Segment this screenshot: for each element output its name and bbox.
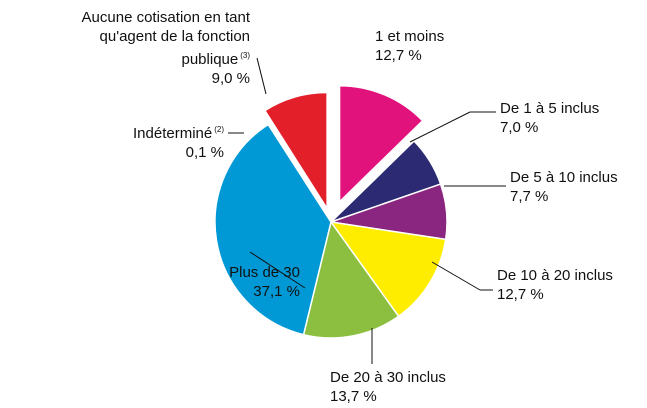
category-name: De 1 à 5 inclus	[500, 100, 600, 117]
category-name: De 10 à 20 inclus	[497, 267, 613, 284]
pie-slice	[267, 123, 332, 223]
slice-label: Aucune cotisation en tant qu'agent de la…	[50, 8, 250, 88]
slice-label: 1 et moins 12,7 %	[375, 27, 575, 65]
slice-label: De 1 à 5 inclus 7,0 %	[500, 99, 647, 137]
value-label: 12,7 %	[497, 286, 544, 303]
footnote-mark: (3)	[240, 51, 250, 60]
slice-label: Plus de 30 37,1 %	[100, 263, 300, 301]
category-name: 1 et moins	[375, 28, 445, 45]
category-name: De 5 à 10 inclus	[510, 169, 618, 186]
leader-line	[409, 111, 471, 143]
slice-label: De 10 à 20 inclus 12,7 %	[497, 266, 647, 304]
slice-label: De 5 à 10 inclus 7,7 %	[510, 168, 647, 206]
value-label: 7,0 %	[500, 119, 539, 136]
pie-slice	[338, 84, 424, 204]
value-label: 37,1 %	[253, 283, 300, 300]
value-label: 13,7 %	[330, 388, 377, 405]
leader-line	[249, 251, 306, 289]
slice-label: Indéterminé (2) 0,1 %	[24, 120, 224, 162]
category-name: Indéterminé	[133, 125, 213, 142]
value-label: 9,0 %	[211, 70, 250, 87]
slice-label: De 20 à 30 inclus 13,7 %	[330, 368, 530, 406]
leader-line	[256, 57, 267, 95]
value-label: 0,1 %	[185, 144, 224, 161]
pie-slice	[302, 220, 400, 339]
category-name: Plus de 30	[229, 264, 300, 281]
footnote-mark: (2)	[214, 125, 224, 134]
value-label: 12,7 %	[375, 47, 422, 64]
leader-line	[431, 261, 481, 291]
value-label: 7,7 %	[510, 188, 549, 205]
category-name: De 20 à 30 inclus	[330, 369, 446, 386]
category-name: Aucune cotisation en tant qu'agent de la…	[81, 9, 250, 68]
pie-slice	[263, 91, 328, 212]
pie-slice	[329, 220, 447, 318]
